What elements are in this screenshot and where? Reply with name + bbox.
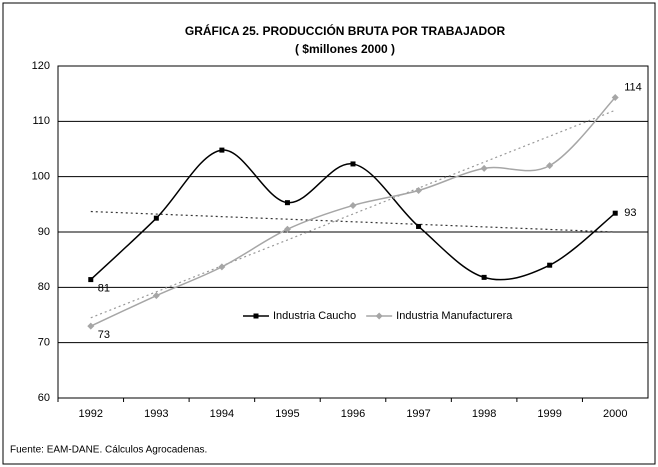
data-label: 93 (624, 207, 636, 219)
data-label: 114 (624, 81, 642, 93)
point-marker (218, 263, 226, 271)
y-tick-label: 110 (32, 115, 50, 127)
data-label: 73 (98, 329, 110, 341)
point-marker (349, 201, 357, 209)
legend-marker (375, 312, 383, 320)
x-tick-label: 1994 (210, 408, 234, 420)
y-tick-label: 70 (38, 337, 50, 349)
x-tick-label: 1992 (79, 408, 103, 420)
y-tick-label: 100 (32, 171, 50, 183)
x-tick-label: 1993 (144, 408, 168, 420)
point-marker (284, 200, 290, 206)
x-tick-label: 1996 (341, 408, 365, 420)
y-tick-label: 90 (38, 226, 50, 238)
point-marker (152, 292, 160, 300)
x-tick-label: 1995 (275, 408, 299, 420)
point-marker (546, 162, 554, 170)
legend-marker (253, 313, 259, 319)
point-marker (283, 225, 291, 233)
x-tick-label: 1998 (472, 408, 496, 420)
legend-label: Industria Caucho (273, 310, 356, 322)
chart-title: GRÁFICA 25. PRODUCCIÓN BRUTA POR TRABAJA… (185, 23, 506, 38)
data-label: 81 (98, 282, 110, 294)
x-tick-label: 2000 (603, 408, 627, 420)
point-marker (219, 147, 225, 153)
point-marker (480, 164, 488, 172)
y-tick-label: 80 (38, 281, 50, 293)
point-marker (415, 187, 423, 194)
chart-subtitle: ( $millones 2000 ) (295, 42, 395, 56)
point-marker (153, 215, 159, 221)
series-line (90, 149, 616, 281)
x-tick-label: 1997 (406, 408, 430, 420)
trend-line (90, 109, 616, 319)
plot-area (57, 65, 649, 399)
source-note: Fuente: EAM-DANE. Cálculos Agrocadenas. (10, 445, 207, 456)
point-marker (416, 223, 422, 229)
y-tick-label: 120 (32, 60, 50, 72)
x-tick-label: 1999 (537, 408, 561, 420)
point-marker (350, 161, 356, 167)
point-marker (481, 274, 487, 280)
legend-label: Industria Manufacturera (396, 310, 513, 322)
point-marker (87, 322, 95, 330)
point-marker (611, 94, 619, 102)
y-tick-label: 60 (38, 392, 50, 404)
point-marker (612, 210, 618, 216)
point-marker (547, 262, 553, 268)
point-marker (88, 277, 94, 283)
